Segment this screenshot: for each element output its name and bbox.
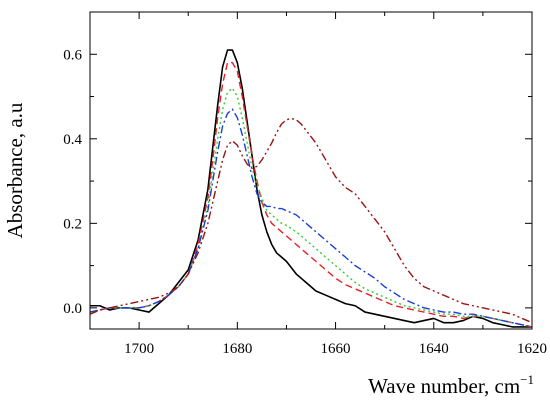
plot-area: [90, 49, 532, 328]
series-line-4: [90, 108, 532, 328]
y-axis-label: Absorbance, a.u: [3, 102, 27, 238]
x-tick-label: 1620: [517, 341, 547, 357]
axis-ticks: [89, 12, 533, 329]
series-line-5: [90, 117, 532, 324]
y-tick-label: 0.4: [63, 132, 82, 148]
y-tick-label: 0.2: [63, 216, 82, 232]
y-tick-label: 0.6: [63, 47, 82, 63]
plot-frame: [89, 11, 533, 330]
x-tick-label: 1680: [222, 341, 252, 357]
x-tick-label: 1660: [321, 341, 351, 357]
series-line-1: [90, 49, 532, 328]
x-tick-label: 1640: [419, 341, 449, 357]
x-tick-label: 1700: [124, 341, 154, 357]
x-axis-label: Wave number, cm−1: [368, 372, 534, 398]
tick-labels: 1700 1680 1660 1640 1620 0.0 0.2 0.4 0.6: [63, 47, 547, 357]
y-tick-label: 0.0: [63, 301, 82, 317]
series-line-3: [90, 87, 532, 328]
x-axis-label-superscript: −1: [520, 372, 534, 387]
